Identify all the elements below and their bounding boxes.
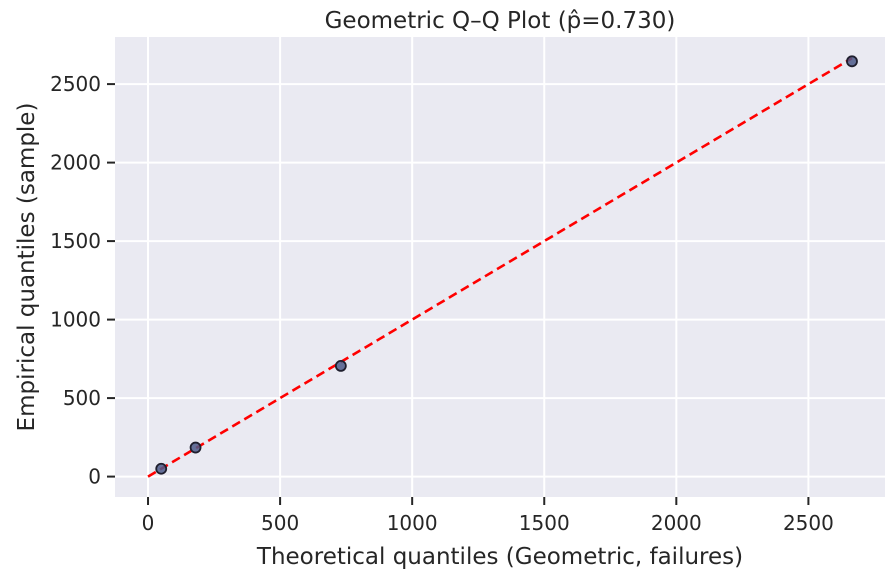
data-point	[155, 462, 168, 475]
series-layer	[147, 55, 858, 478]
y-axis-label: Empirical quantiles (sample)	[14, 103, 40, 432]
data-point	[189, 441, 202, 454]
x-tick-label: 1000	[387, 511, 438, 535]
tick-labels: 0 500 1000 1500 2000 2500 0 500 1000 1500 2000 2500	[50, 72, 834, 535]
data-point	[334, 360, 347, 372]
x-tick-label: 1500	[519, 511, 570, 535]
chart-title: Geometric Q–Q Plot (p̂=0.730)	[325, 8, 676, 34]
data-point	[846, 55, 858, 68]
x-tick-label: 500	[261, 511, 299, 535]
reference-line	[147, 57, 853, 478]
y-tick-label: 500	[63, 386, 101, 410]
y-tick-label: 2500	[50, 72, 101, 96]
y-tick-label: 1500	[50, 229, 101, 253]
y-tick-label: 1000	[50, 308, 101, 332]
x-tick-label: 2000	[651, 511, 702, 535]
tick-marks	[107, 83, 810, 505]
grid-lines	[115, 37, 885, 497]
x-tick-label: 0	[142, 511, 155, 535]
x-axis-label: Theoretical quantiles (Geometric, failur…	[256, 544, 743, 570]
x-tick-label: 2500	[783, 511, 834, 535]
y-tick-label: 0	[88, 465, 101, 489]
y-tick-label: 2000	[50, 151, 101, 175]
